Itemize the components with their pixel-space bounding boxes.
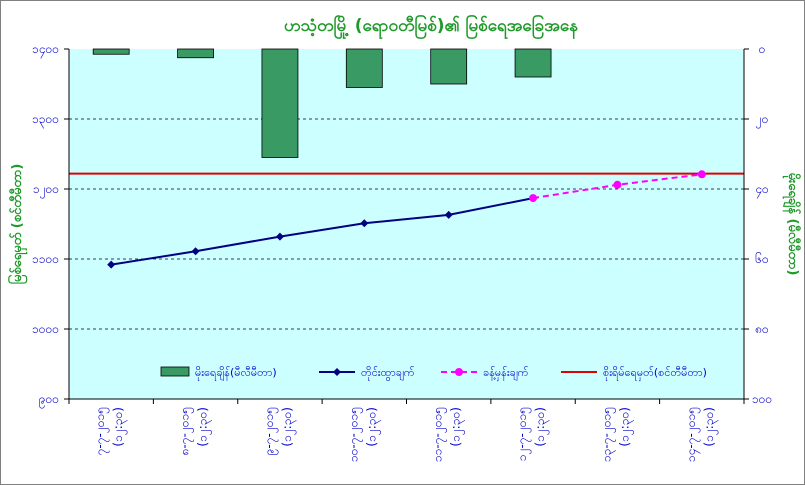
right-tick-label: ၈၀ [755, 322, 769, 336]
legend-swatch-bar [160, 366, 190, 377]
left-tick-label: ၁၀၀၀ [32, 322, 59, 336]
water-level-lines [69, 170, 744, 269]
x-tick-time: (၁၂:၃၀) [280, 407, 297, 447]
x-tick-label-group: ၈-၇-၂၀၁၅ (၁၂:၃၀) [178, 407, 213, 455]
right-tick-label: ၆၀ [755, 251, 769, 266]
x-tick-date: ၁၁-၇-၂၀၁၅ [431, 407, 448, 462]
left-axis-ticks: ၉၀၀ ၁၀၀၀ ၁၁၀၀ ၁၂၀၀ ၁၃၀၀ ၁၄၀၀ [32, 42, 69, 409]
right-tick-label: ၁၀၀ [752, 392, 772, 406]
x-tick-label-group: ၇-၇-၂၀၁၅ (၁၂:၃၀) [93, 407, 128, 455]
x-tick-date: ၁၀-၇-၂၀၁၅ [346, 407, 363, 462]
left-tick-label: ၁၃၀၀ [32, 112, 59, 129]
left-tick-label: ၁၂၀၀ [33, 182, 59, 199]
legend-label: စိုးရိမ်ရေမှတ်(စင်တီမီတာ) [603, 366, 707, 381]
right-tick-label: ၀ [759, 42, 766, 56]
grid-lines [69, 118, 744, 330]
x-tick-label-group: ၁၂-၇-၂၀၁၅ (၁၂:၃၀) [515, 407, 550, 461]
x-tick-date: ၈-၇-၂၀၁၅ [178, 407, 195, 455]
observed-line [111, 197, 534, 266]
plot-area [69, 49, 744, 399]
x-tick-label-group: ၁၁-၇-၂၀၁၅ (၁၂:၃၀) [431, 407, 466, 462]
forecast-point [529, 194, 538, 203]
chart-title: ဟသံ့တမြို့ (ရော၀တီမြစ်)၏ မြစ်ရေအခြေအနေ [284, 13, 578, 40]
x-tick-label-group: ၉-၇-၂၀၁၅ (၁၂:၃၀) [262, 407, 297, 455]
legend-label: မိုးရေချိန်(မီလီမီတာ) [195, 366, 277, 381]
left-axis-title: မြစ်ရေမှတ် (စင်တီမီတာ) [7, 164, 28, 285]
x-tick-date: ၁၄-၇-၂၀၁၅ [684, 407, 701, 462]
legend-swatch-marker [333, 368, 341, 376]
x-tick-time: (၁၂:၃၀) [111, 407, 128, 447]
right-axis-title: မိုးရေချိန် (မီလီမီတာ) [782, 173, 802, 276]
legend-label: တိုင်းထွာချက် [361, 366, 415, 381]
x-tick-time: (၁၂:၃၀) [364, 407, 381, 447]
x-tick-time: (၁၂:၃၀) [702, 407, 719, 447]
x-tick-time: (၁၂:၃၀) [449, 407, 466, 447]
x-tick-label-group: ၁၀-၇-၂၀၁၅ (၁၂:၃၀) [346, 407, 381, 462]
forecast-point [697, 170, 706, 179]
rainfall-bar [345, 48, 383, 88]
legend-swatch-marker [455, 368, 463, 376]
x-tick-date: ၁၃-၇-၂၀၁၅ [599, 407, 616, 462]
legend-label: ခန့်မှန်းချက် [483, 366, 529, 381]
observed-point [191, 247, 200, 256]
x-tick-time: (၁၂:၃၀) [196, 407, 213, 447]
x-tick-date: ၉-၇-၂၀၁၅ [262, 407, 279, 455]
x-tick-date: ၁၂-၇-၂၀၁၅ [515, 407, 532, 461]
x-tick-time: (၁၂:၃၀) [533, 407, 550, 447]
x-tick-date: ၇-၇-၂၀၁၅ [93, 407, 110, 455]
rainfall-bars [92, 48, 552, 158]
rainfall-bar [261, 48, 299, 158]
left-tick-label: ၁၁၀၀ [32, 252, 59, 266]
rainfall-bar [92, 48, 130, 55]
x-tick-label-group: ၁၃-၇-၂၀၁၅ (၁၂:၃၀) [599, 407, 634, 462]
rainfall-bar [177, 48, 214, 59]
rainfall-bar [514, 48, 552, 78]
rainfall-bar [430, 48, 468, 85]
observed-point [107, 260, 116, 269]
left-tick-label: ၉၀၀ [39, 392, 59, 409]
forecast-point [613, 180, 622, 189]
x-tick-time: (၁၂:၃၀) [617, 407, 634, 447]
right-tick-label: ၄၀ [755, 182, 769, 199]
x-tick-label-group: ၁၄-၇-၂၀၁၅ (၁၂:၃၀) [684, 407, 719, 462]
observed-point [360, 219, 369, 228]
observed-point [275, 232, 284, 241]
right-tick-label: ၂၀ [756, 112, 769, 129]
observed-point [444, 210, 453, 219]
legend: မိုးရေချိန်(မီလီမီတာ) တိုင်းထွာချက် ခန့်မှ… [160, 366, 707, 381]
x-axis-ticks: ၇-၇-၂၀၁၅ (၁၂:၃၀) ၈-၇-၂၀၁၅ (၁၂:၃၀) ၉-၇-၂၀၁၅ (၁… [68, 399, 745, 462]
left-tick-label: ၁၄၀၀ [32, 42, 59, 59]
